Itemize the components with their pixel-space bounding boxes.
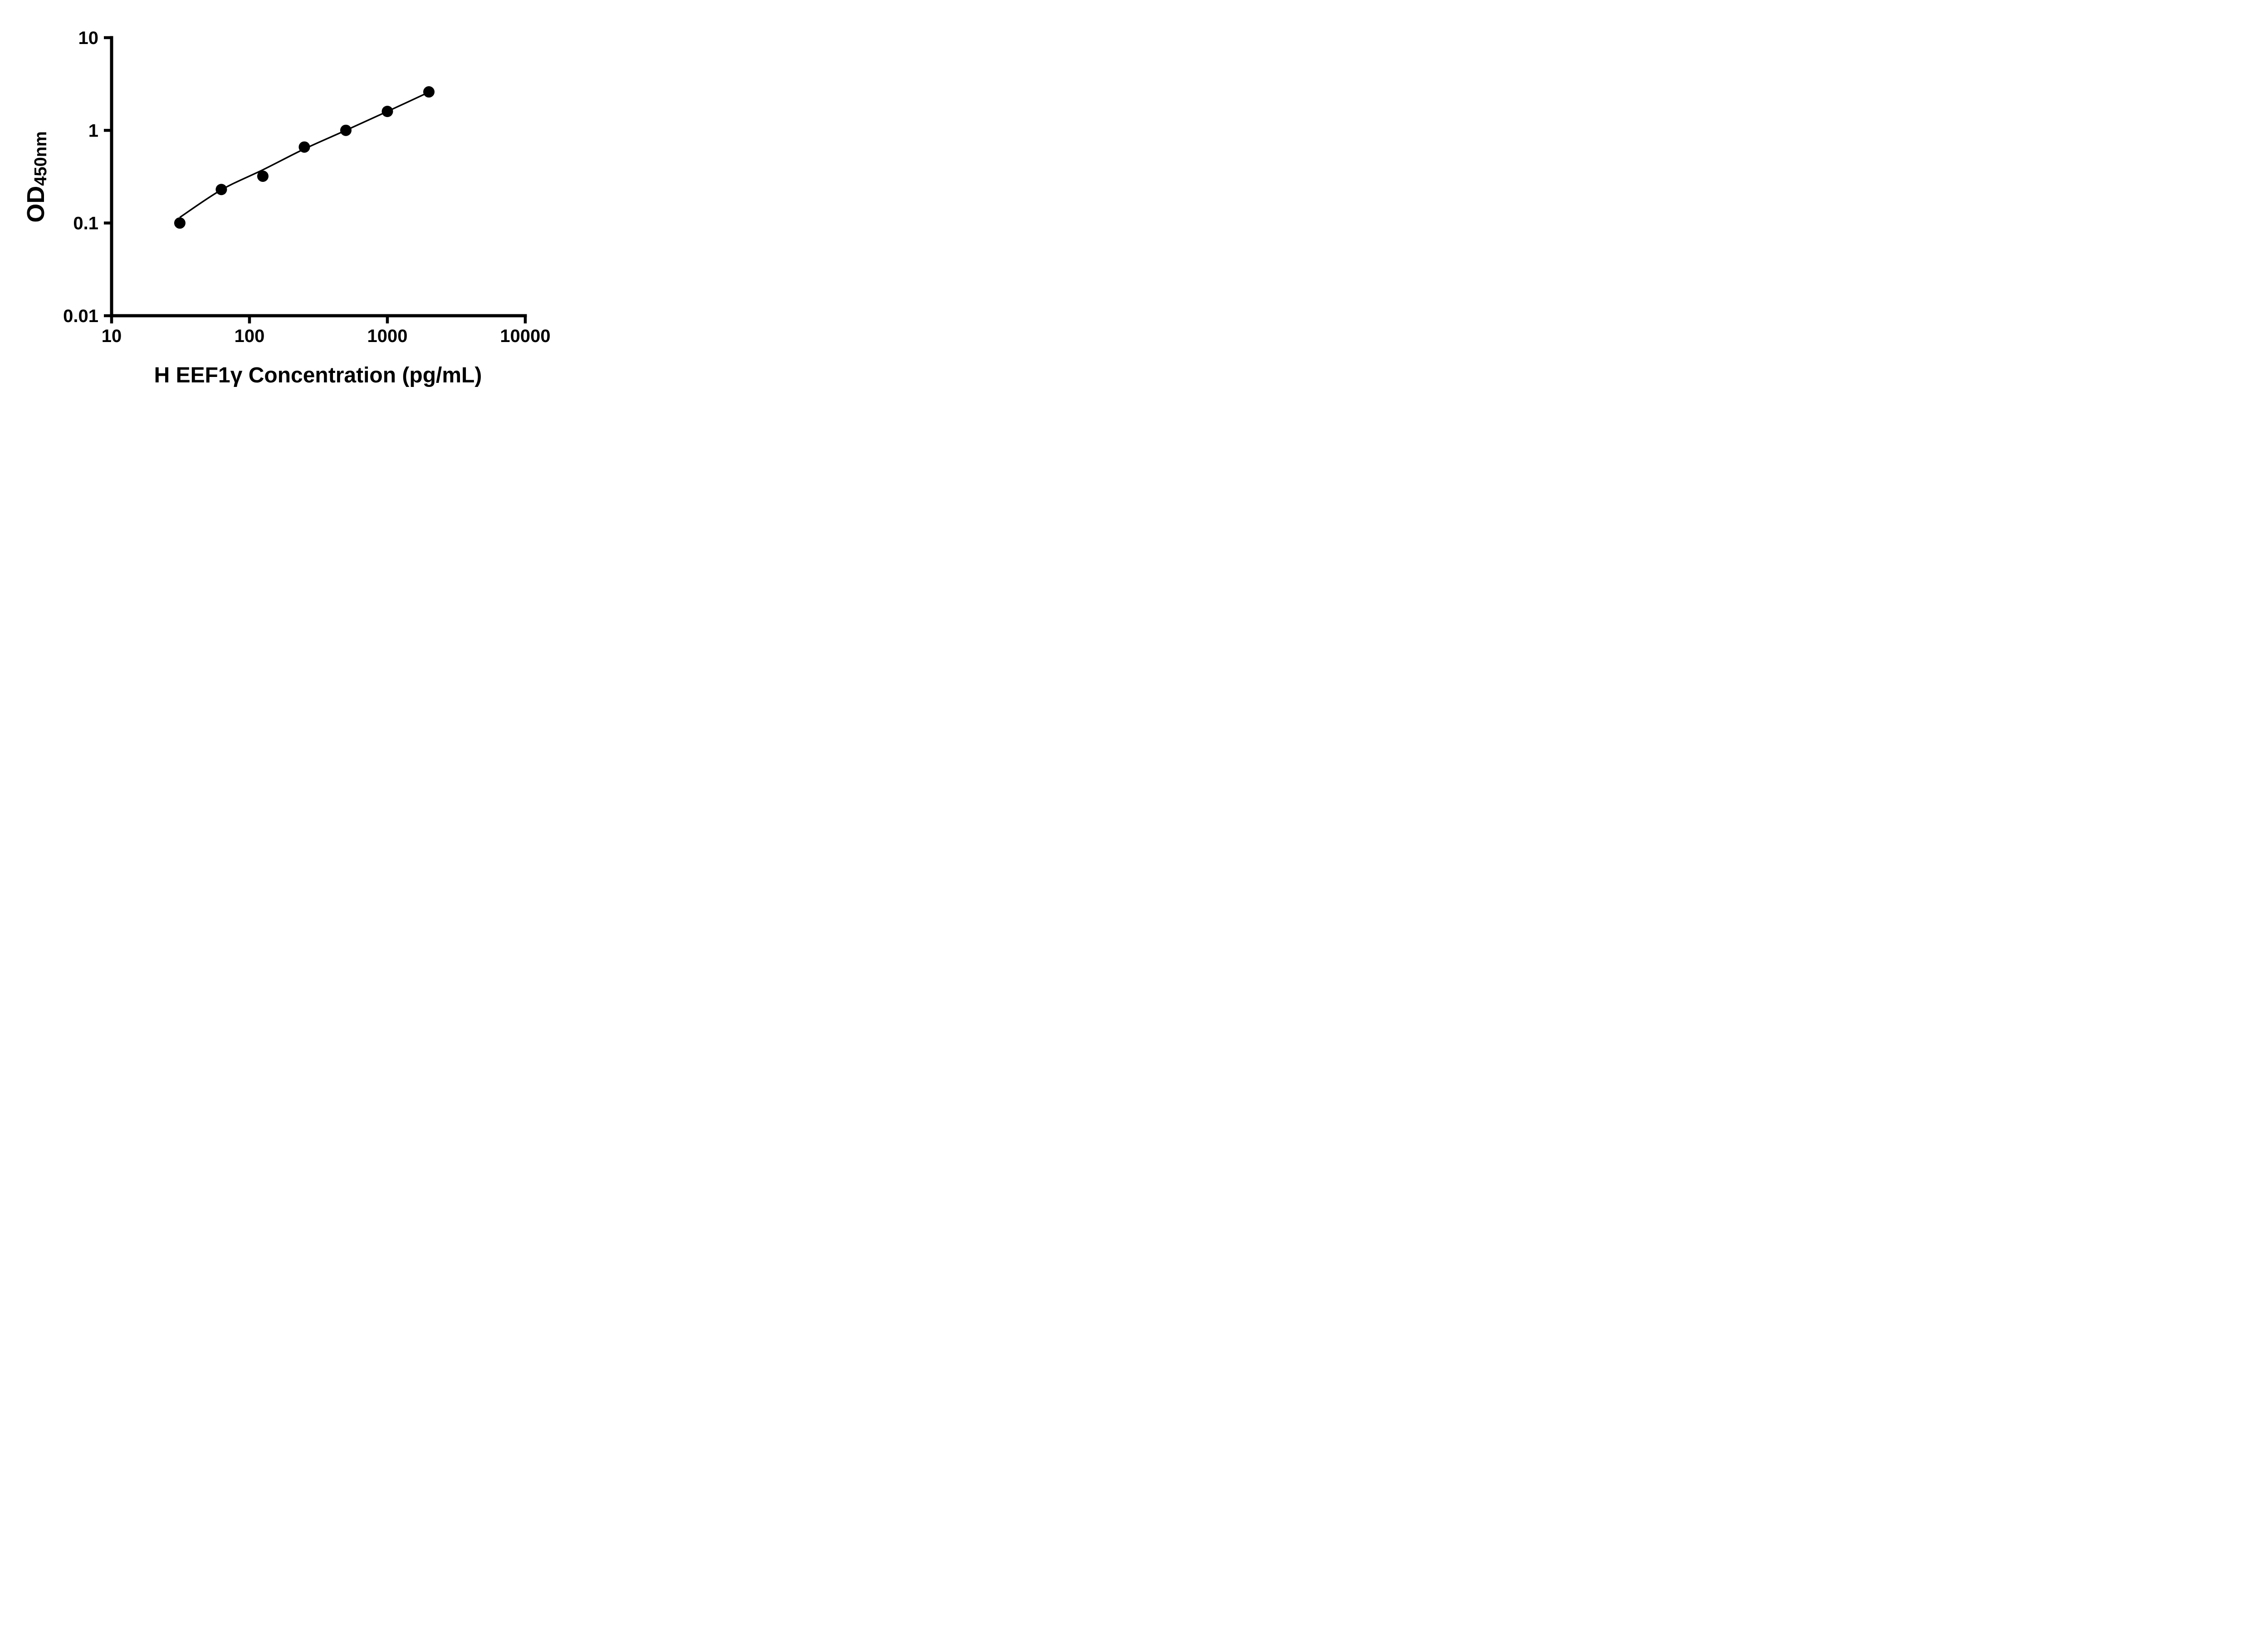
chart-canvas: 10 100 1000 10000 0.01 0.1 1 10 [63, 28, 550, 346]
x-tick-label: 1000 [367, 326, 408, 346]
x-tick-label: 10 [102, 326, 122, 346]
y-axis-title-main: OD [22, 186, 49, 223]
y-axis-title: OD450nm [22, 131, 50, 222]
data-point [423, 86, 435, 98]
x-axis-title: H EEF1γ Concentration (pg/mL) [154, 363, 482, 387]
data-point [215, 184, 227, 196]
y-tick-label: 0.01 [63, 306, 98, 326]
data-point [257, 170, 269, 182]
data-point [298, 141, 310, 153]
y-tick-label: 10 [78, 28, 99, 48]
data-point [381, 106, 393, 117]
x-tick-label: 100 [235, 326, 265, 346]
y-axis-title-subscript: 450nm [31, 131, 51, 186]
y-tick-label: 1 [88, 121, 98, 141]
axes [110, 36, 527, 318]
elisa-standard-curve-figure: 10 100 1000 10000 0.01 0.1 1 10 OD450nm H EEF1γ… [0, 0, 583, 408]
data-point [340, 124, 352, 136]
x-tick-label: 10000 [500, 326, 550, 346]
y-tick-label: 0.1 [73, 214, 98, 234]
data-point [174, 217, 186, 229]
